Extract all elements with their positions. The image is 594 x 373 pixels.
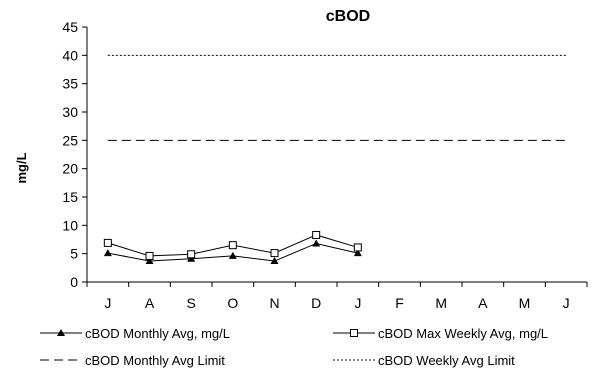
- y-tick-label-15: 15: [62, 189, 78, 205]
- x-tick-label-9: A: [478, 295, 488, 311]
- x-tick-label-3: O: [227, 295, 238, 311]
- y-tick-label-30: 30: [62, 104, 78, 120]
- legend-swatch-marker-0: [57, 329, 65, 336]
- y-tick-label-40: 40: [62, 47, 78, 63]
- series-0-point-1: [145, 257, 154, 265]
- x-tick-label-8: M: [435, 295, 447, 311]
- series-1-point-2: [187, 250, 196, 259]
- series-1-point-5: [312, 230, 321, 239]
- series-1-point-4: [270, 249, 279, 258]
- legend: cBOD Monthly Avg, mg/L cBOD Max Weekly Av…: [40, 326, 548, 368]
- legend-label-0: cBOD Monthly Avg, mg/L: [85, 326, 230, 341]
- x-tick-label-6: J: [354, 295, 361, 311]
- legend-label-2: cBOD Monthly Avg Limit: [85, 353, 225, 368]
- x-tick-label-11: J: [563, 295, 570, 311]
- series-1-point-0: [103, 238, 112, 247]
- plot-area: 0 5 10 15 20 25 30 35 40 45 J A S O N D J F M A M J: [62, 19, 588, 311]
- x-tick-label-0: J: [104, 295, 111, 311]
- series-0-point-6: [353, 249, 362, 257]
- legend-swatch-marker-1: [350, 329, 358, 337]
- y-tick-label-10: 10: [62, 217, 78, 233]
- chart-title: cBOD: [326, 8, 370, 25]
- series-0-point-4: [270, 257, 279, 265]
- x-tick-label-4: N: [269, 295, 279, 311]
- series-1-point-1: [145, 251, 154, 260]
- series-0-point-0: [103, 249, 112, 257]
- y-tick-label-35: 35: [62, 76, 78, 92]
- x-tick-label-7: F: [395, 295, 404, 311]
- x-tick-label-1: A: [145, 295, 155, 311]
- legend-label-1: cBOD Max Weekly Avg, mg/L: [378, 326, 548, 341]
- x-tick-label-2: S: [186, 295, 195, 311]
- series-0-point-5: [312, 239, 321, 247]
- x-tick-label-10: M: [519, 295, 531, 311]
- y-tick-label-20: 20: [62, 161, 78, 177]
- x-tick-label-5: D: [311, 295, 321, 311]
- y-tick-label-0: 0: [70, 274, 78, 290]
- series-1-point-3: [228, 241, 237, 250]
- legend-label-3: cBOD Weekly Avg Limit: [378, 353, 515, 368]
- series-0-point-2: [187, 254, 196, 262]
- y-tick-label-25: 25: [62, 132, 78, 148]
- y-axis-label: mg/L: [14, 152, 29, 183]
- series-0-point-3: [228, 251, 237, 259]
- y-tick-label-5: 5: [70, 246, 78, 262]
- series-1-point-6: [353, 243, 362, 252]
- y-tick-label-45: 45: [62, 19, 78, 35]
